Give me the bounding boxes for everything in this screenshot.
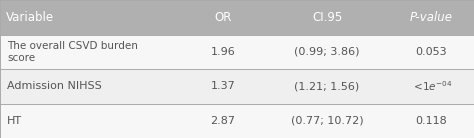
Text: $<\!1e^{-04}$: $<\!1e^{-04}$ (410, 79, 452, 93)
Bar (265, 34, 389, 69)
Text: OR: OR (214, 11, 231, 24)
Bar (265, 104, 389, 138)
Text: P-value: P-value (410, 11, 453, 24)
Bar (0, 34, 180, 69)
Bar (0, 0, 180, 34)
Bar (0, 104, 180, 138)
Text: CI.95: CI.95 (312, 11, 342, 24)
Bar (389, 104, 474, 138)
Bar (389, 69, 474, 104)
Text: (0.99; 3.86): (0.99; 3.86) (294, 47, 360, 57)
Bar (180, 34, 265, 69)
Bar (0, 69, 180, 104)
Text: 1.96: 1.96 (210, 47, 235, 57)
Text: The overall CSVD burden
score: The overall CSVD burden score (7, 41, 138, 63)
Bar (389, 34, 474, 69)
Bar (180, 104, 265, 138)
Text: 1.37: 1.37 (210, 81, 235, 91)
Text: HT: HT (7, 116, 22, 126)
Text: 2.87: 2.87 (210, 116, 235, 126)
Text: 0.118: 0.118 (416, 116, 447, 126)
Bar (180, 69, 265, 104)
Text: 0.053: 0.053 (416, 47, 447, 57)
Bar (265, 69, 389, 104)
Text: (1.21; 1.56): (1.21; 1.56) (294, 81, 360, 91)
Bar (265, 0, 389, 34)
Text: (0.77; 10.72): (0.77; 10.72) (291, 116, 364, 126)
Text: Variable: Variable (6, 11, 54, 24)
Bar (180, 0, 265, 34)
Bar (389, 0, 474, 34)
Text: Admission NIHSS: Admission NIHSS (7, 81, 102, 91)
